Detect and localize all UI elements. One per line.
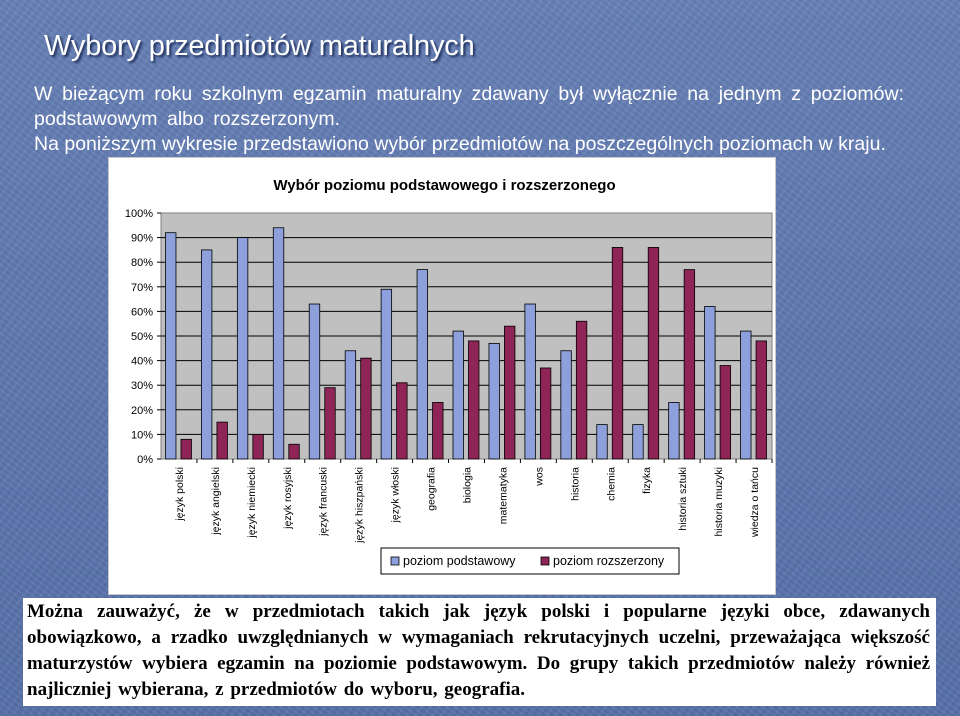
- bar-extended: [288, 443, 300, 460]
- bar-extended: [252, 433, 264, 460]
- bar-basic: [201, 249, 213, 460]
- y-tick-label: 50%: [131, 331, 153, 343]
- bar-extended: [683, 269, 696, 460]
- bar-basic: [524, 303, 536, 460]
- bar-basic: [560, 350, 572, 460]
- y-tick-label: 60%: [131, 306, 153, 318]
- bar-basic: [272, 227, 285, 460]
- bar-basic: [165, 232, 177, 460]
- bar-extended: [647, 247, 660, 460]
- legend-label: poziom rozszerzony: [553, 554, 665, 568]
- x-category-label: język polski: [174, 467, 186, 522]
- bar-extended: [504, 325, 516, 460]
- bar-basic: [596, 424, 608, 460]
- x-category-label: wos: [533, 467, 545, 487]
- x-category-label: wiedza o tańcu: [749, 467, 761, 538]
- y-tick-label: 70%: [131, 282, 153, 294]
- x-category-label: język niemiecki: [246, 467, 258, 539]
- y-tick-label: 30%: [131, 380, 153, 392]
- bar-basic: [344, 350, 357, 460]
- x-category-label: chemia: [605, 467, 617, 501]
- y-tick-label: 90%: [131, 233, 153, 245]
- x-category-label: fizyka: [641, 467, 653, 494]
- bar-basic: [236, 237, 249, 460]
- commentary-box: Można zauważyć, że w przedmiotach takich…: [23, 598, 936, 706]
- bar-basic: [704, 306, 716, 460]
- legend-swatch: [540, 556, 550, 566]
- legend-box: [380, 547, 680, 575]
- x-category-label: język angielski: [210, 467, 222, 536]
- x-category-label: język hiszpański: [354, 467, 366, 544]
- bar-extended: [755, 340, 767, 460]
- chart-title: Wybór poziomu podstawowego i rozszerzone…: [273, 177, 615, 194]
- x-category-label: geografia: [426, 467, 438, 511]
- bar-extended: [611, 247, 624, 460]
- x-category-label: język włoski: [390, 467, 402, 523]
- chart-panel: Wybór poziomu podstawowego i rozszerzone…: [108, 157, 776, 595]
- x-category-label: język francuski: [318, 467, 330, 537]
- bar-extended: [575, 320, 588, 460]
- bar-basic: [740, 330, 752, 460]
- x-category-label: historia muzyki: [713, 467, 725, 536]
- y-tick-label: 40%: [131, 356, 153, 368]
- bar-extended: [719, 365, 731, 460]
- bar-extended: [180, 438, 192, 460]
- bar-basic: [308, 303, 321, 460]
- y-tick-label: 100%: [125, 208, 153, 220]
- bar-basic: [416, 269, 428, 460]
- bar-basic: [632, 424, 644, 460]
- x-category-label: historia: [569, 467, 581, 501]
- x-category-label: matematyka: [497, 467, 509, 524]
- bar-extended: [432, 402, 444, 460]
- x-category-label: biologia: [462, 467, 474, 503]
- bar-chart: Wybór poziomu podstawowego i rozszerzone…: [125, 177, 773, 575]
- y-tick-label: 10%: [131, 429, 153, 441]
- bar-basic: [452, 330, 464, 460]
- slide-body-text: W bieżącym roku szkolnym egzamin matural…: [34, 82, 904, 157]
- legend-label: poziom podstawowy: [403, 554, 516, 568]
- slide-title: Wybory przedmiotów maturalnych: [44, 30, 475, 62]
- legend-swatch: [390, 556, 400, 566]
- y-tick-label: 0%: [137, 454, 153, 466]
- y-tick-label: 20%: [131, 405, 153, 417]
- intro-paragraph: W bieżącym roku szkolnym egzamin matural…: [34, 83, 904, 130]
- y-tick-label: 80%: [131, 257, 153, 269]
- bar-extended: [324, 387, 336, 460]
- bar-basic: [380, 288, 393, 460]
- bar-basic: [488, 342, 500, 460]
- bar-extended: [396, 382, 408, 460]
- bar-extended: [360, 357, 372, 460]
- bar-extended: [539, 367, 552, 460]
- chart-intro-paragraph: Na poniższym wykresie przedstawiono wybó…: [34, 133, 886, 155]
- bar-extended: [216, 421, 228, 460]
- bar-basic: [668, 402, 680, 460]
- x-category-label: historia sztuki: [677, 467, 689, 531]
- x-category-label: język rosyjski: [282, 467, 294, 530]
- bar-extended: [468, 340, 480, 460]
